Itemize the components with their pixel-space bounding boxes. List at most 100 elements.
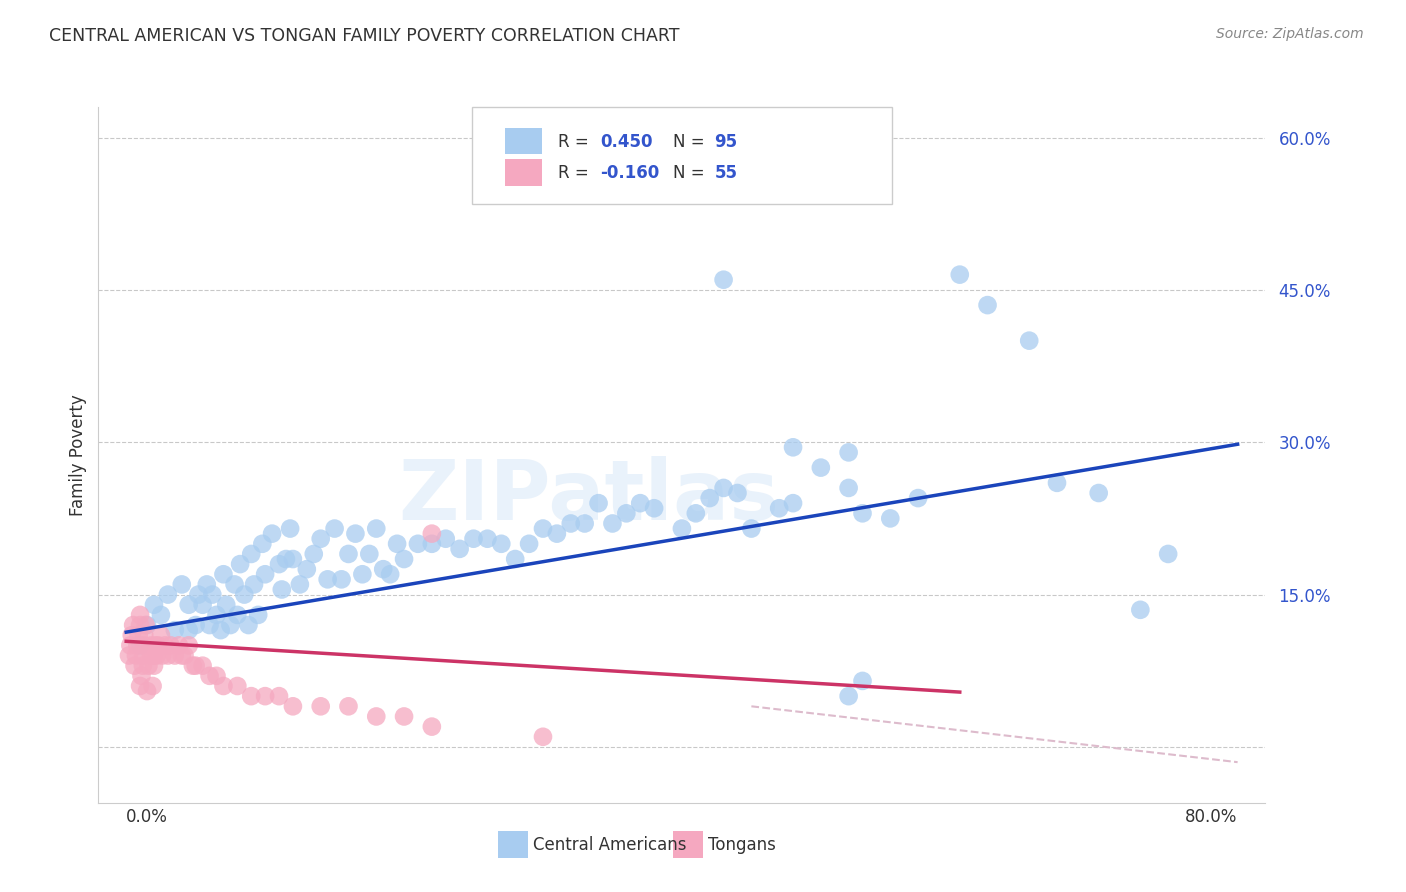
Point [149,607,172,622]
Point [184,658,207,673]
Point [699,491,721,505]
Point [267,557,290,571]
Point [685,506,707,520]
Point [177,623,200,637]
Point [309,532,332,546]
Text: ZIPatlas: ZIPatlas [398,456,779,537]
Point [323,522,346,536]
Point [181,658,204,673]
Point [129,618,152,632]
Text: 0.450: 0.450 [600,133,652,151]
Point [546,526,568,541]
Point [118,648,141,663]
Point [240,689,263,703]
Point [309,699,332,714]
Point [281,699,304,714]
Y-axis label: Family Poverty: Family Poverty [69,394,87,516]
Point [531,522,554,536]
Point [270,582,292,597]
Point [337,547,360,561]
Point [531,730,554,744]
Point [337,699,360,714]
Point [392,552,415,566]
Point [240,547,263,561]
Point [145,639,167,653]
Point [782,496,804,510]
Point [344,526,367,541]
Point [209,623,232,637]
Point [359,547,381,561]
Point [385,537,408,551]
Point [226,607,249,622]
Point [907,491,929,505]
Point [170,648,193,663]
Text: R =: R = [558,164,595,182]
Text: R =: R = [558,133,595,151]
Point [252,537,274,551]
Point [976,298,998,312]
Point [238,618,260,632]
Point [782,440,804,454]
Point [727,486,749,500]
Point [187,588,209,602]
Point [671,522,693,536]
Point [198,618,221,632]
Point [247,607,270,622]
Point [128,628,150,642]
Point [146,648,169,663]
Point [191,598,214,612]
Point [949,268,972,282]
Point [141,648,163,663]
Point [281,552,304,566]
Point [330,572,353,586]
Point [212,567,235,582]
Point [153,639,176,653]
Point [851,506,873,520]
Point [127,639,149,653]
Point [588,496,610,510]
Point [201,588,224,602]
Point [838,445,860,459]
Point [132,648,155,663]
Point [838,481,860,495]
Point [406,537,429,551]
Point [1157,547,1180,561]
Point [392,709,415,723]
Point [212,679,235,693]
Point [131,669,153,683]
Point [628,496,651,510]
FancyBboxPatch shape [505,159,541,186]
Point [366,709,388,723]
Point [1129,603,1152,617]
Point [366,522,388,536]
Point [373,562,395,576]
Point [352,567,374,582]
Point [163,648,186,663]
FancyBboxPatch shape [672,830,703,858]
Point [134,628,156,642]
Point [1018,334,1040,348]
Point [195,577,218,591]
Point [159,639,181,653]
Point [129,607,152,622]
Point [560,516,582,531]
Point [243,577,266,591]
Point [851,673,873,688]
Point [129,679,152,693]
Point [184,618,207,632]
Point [420,720,443,734]
Point [205,669,228,683]
Point [768,501,790,516]
Point [205,607,228,622]
Point [134,639,156,653]
Text: CENTRAL AMERICAN VS TONGAN FAMILY POVERTY CORRELATION CHART: CENTRAL AMERICAN VS TONGAN FAMILY POVERT… [49,27,679,45]
Point [120,639,142,653]
FancyBboxPatch shape [472,107,891,204]
Point [215,598,238,612]
Point [163,623,186,637]
Point [713,481,735,495]
Text: Tongans: Tongans [707,836,776,854]
Point [262,526,284,541]
Point [124,658,146,673]
Point [150,648,173,663]
